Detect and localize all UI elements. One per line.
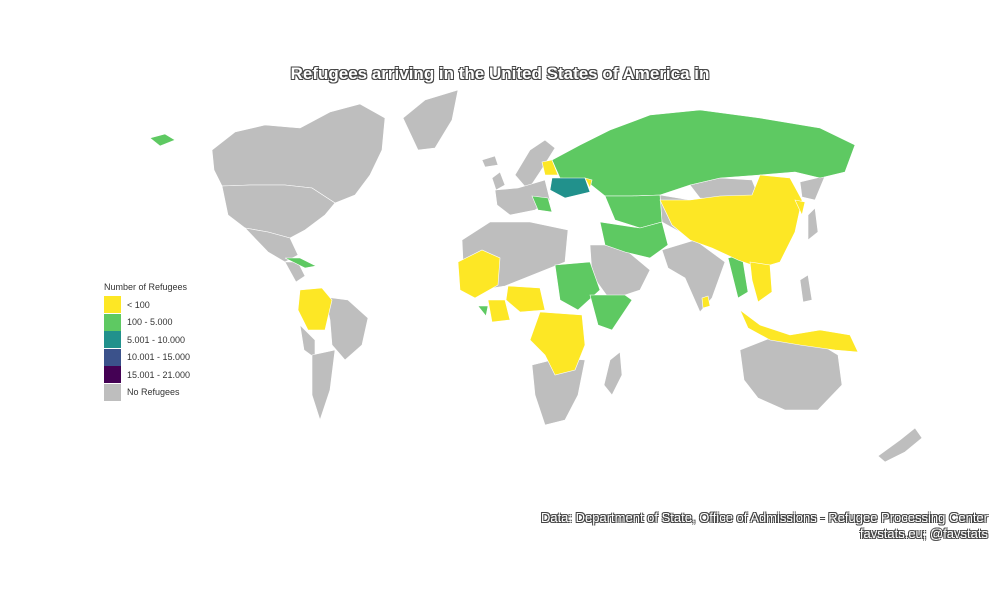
country-uk: [491, 171, 506, 191]
legend-item: 10.001 - 15.000: [104, 348, 191, 367]
legend-swatch: [104, 348, 121, 366]
country-vietnam-laos: [749, 261, 773, 303]
country-new-zealand: [877, 427, 923, 463]
country-argentina-chile: [311, 349, 336, 421]
legend-label: 10.001 - 15.000: [127, 352, 191, 363]
legend-swatch: [104, 383, 121, 401]
country-ethiopia-somalia: [589, 294, 633, 331]
country-finland: [541, 159, 559, 176]
country-sahel: [505, 285, 546, 313]
country-india: [661, 239, 726, 313]
country-japan: [807, 207, 819, 241]
country-ukraine: [549, 177, 591, 199]
legend-item: 15.001 - 21.000: [104, 366, 190, 384]
country-sudan: [554, 261, 601, 311]
legend-item: 5.001 - 10.000: [104, 331, 190, 349]
legend-title: Number of Refugees: [104, 282, 188, 292]
green-countries: [149, 109, 856, 331]
country-kazakhstan: [604, 194, 663, 229]
legend-swatch: [104, 331, 121, 349]
legend-label: < 100: [127, 299, 150, 310]
country-cuba: [284, 257, 317, 269]
country-russia-far-east: [799, 175, 826, 201]
country-usa: [221, 184, 336, 239]
legend-label: 5.001 - 10.000: [127, 334, 186, 345]
legend: Number of Refugees < 100 100 - 5.000 5.0…: [104, 282, 190, 401]
legend-swatch: [104, 296, 121, 314]
country-central-africa: [529, 311, 586, 376]
legend-swatch: [104, 313, 121, 331]
legend-label: 100 - 5.000: [127, 317, 173, 328]
country-indonesia: [739, 309, 859, 353]
source-line: Data: Department of State, Office of Adm…: [540, 510, 988, 525]
country-iran-iraq: [599, 221, 669, 259]
legend-item: No Refugees: [104, 383, 190, 402]
country-liberia: [477, 305, 489, 317]
legend-swatch: [104, 366, 121, 384]
country-iceland: [481, 155, 499, 168]
country-mexico: [244, 227, 299, 263]
country-alaska-russia-east: [149, 133, 176, 147]
country-philippines: [799, 274, 813, 303]
credit-line: favstats.eu; @favstats: [859, 526, 988, 541]
country-sri-lanka: [701, 295, 711, 309]
country-balkans: [531, 195, 553, 213]
map-title: Refugees arriving in the United States o…: [290, 64, 710, 83]
country-colombia-venezuela: [297, 287, 333, 331]
country-moldova: [584, 177, 593, 189]
legend-label: No Refugees: [127, 387, 180, 398]
country-west-africa: [457, 249, 501, 299]
country-cameroon: [487, 299, 511, 323]
country-china: [659, 174, 803, 269]
legend-item: 100 - 5.000: [104, 313, 190, 332]
legend-item: < 100: [104, 296, 190, 314]
legend-label: 15.001 - 21.000: [127, 369, 191, 380]
source-caption: Data: Department of State, Office of Adm…: [541, 510, 988, 542]
country-greenland: [402, 89, 459, 151]
country-north-korea: [794, 199, 806, 216]
teal-countries: [549, 177, 591, 199]
country-brazil: [324, 296, 369, 361]
country-madagascar: [603, 351, 623, 396]
yellow-countries: [297, 159, 859, 376]
